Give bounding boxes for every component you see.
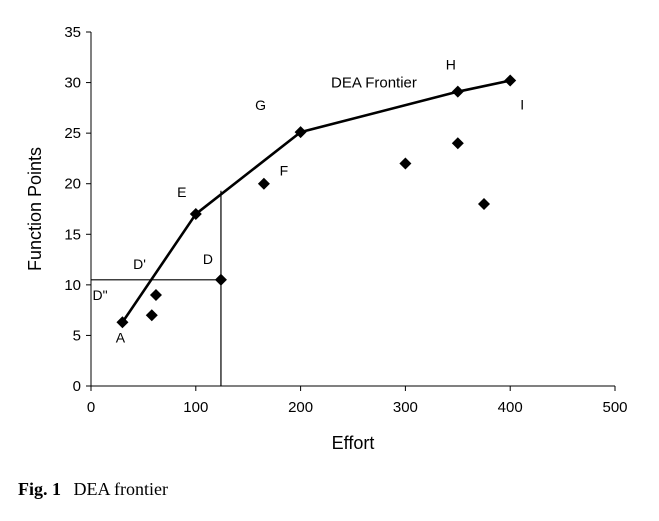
- data-point: [116, 316, 129, 329]
- y-tick-label: 35: [64, 24, 81, 41]
- point-label-a: A: [116, 329, 126, 345]
- x-tick-label: 0: [87, 399, 95, 416]
- point-label-i: I: [520, 97, 524, 113]
- x-tick-label: 300: [393, 399, 418, 416]
- y-axis-title: Function Points: [25, 147, 45, 271]
- frontier-line: [121, 79, 511, 324]
- y-tick-label: 10: [64, 277, 81, 294]
- caption-text: DEA frontier: [73, 479, 168, 499]
- data-point: [451, 85, 464, 98]
- data-point: [504, 74, 517, 87]
- annotation-label: D': [133, 256, 146, 272]
- x-tick-label: 100: [183, 399, 208, 416]
- figure-caption: Fig. 1 DEA frontier: [18, 479, 168, 500]
- y-tick-label: 0: [73, 378, 81, 395]
- data-point: [451, 137, 464, 150]
- point-label-h: H: [446, 57, 456, 73]
- x-tick-label: 400: [498, 399, 523, 416]
- frontier-label: DEA Frontier: [331, 75, 417, 92]
- data-point: [145, 309, 158, 322]
- y-tick-label: 5: [73, 327, 81, 344]
- annotation-label: D": [92, 287, 107, 303]
- y-tick-label: 25: [64, 125, 81, 142]
- x-tick-label: 500: [602, 399, 627, 416]
- x-tick-label: 200: [288, 399, 313, 416]
- data-point: [399, 157, 412, 170]
- data-point: [294, 126, 307, 139]
- data-point: [214, 273, 227, 286]
- data-point: [149, 288, 162, 301]
- y-tick-label: 15: [64, 226, 81, 243]
- x-axis-title: Effort: [332, 433, 375, 453]
- y-tick-label: 30: [64, 75, 81, 92]
- data-point: [478, 197, 490, 210]
- point-label-e: E: [177, 184, 186, 200]
- y-tick-label: 20: [64, 176, 81, 193]
- data-point: [189, 208, 202, 221]
- dea-frontier-chart: 0 5 10 15 20 25 30 35 0 100 200 300 400 500 Effort Func…: [25, 24, 628, 453]
- data-point: [257, 177, 270, 190]
- point-label-f: F: [280, 163, 289, 179]
- caption-label: Fig. 1: [18, 479, 61, 499]
- point-label-g: G: [255, 97, 266, 113]
- point-label-d: D: [203, 251, 213, 267]
